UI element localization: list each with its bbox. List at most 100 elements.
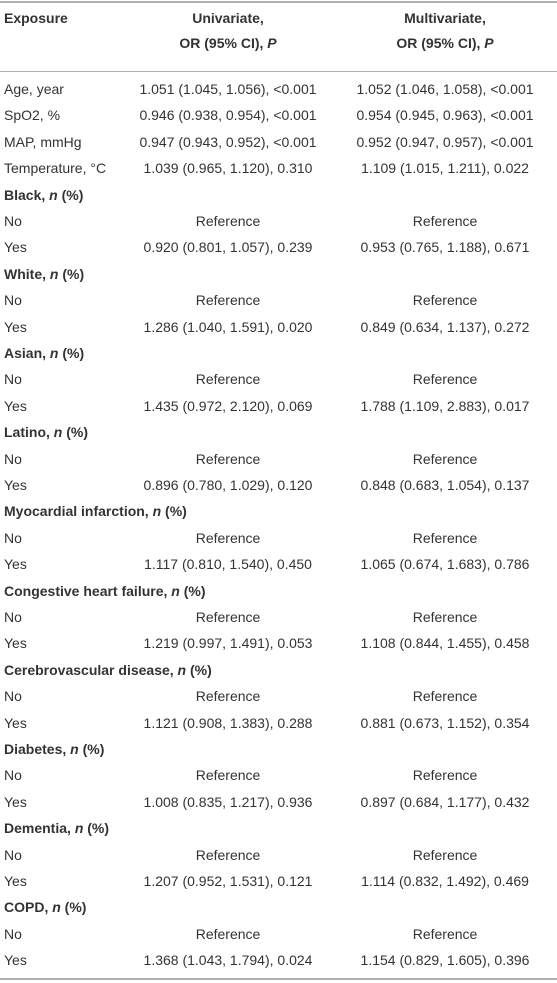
text-part: n [152, 503, 162, 520]
header-line: Exposure [4, 6, 68, 31]
text-part: n [177, 661, 187, 678]
text-part: (%) [78, 741, 105, 757]
text-part: n [49, 186, 58, 203]
text-part: P [267, 35, 277, 51]
value-cell: Reference [195, 609, 261, 625]
value-cell: 1.788 (1.109, 2.883), 0.017 [360, 397, 530, 414]
header-line: Multivariate, [336, 6, 554, 31]
text-part: n [49, 265, 59, 282]
value-cell: 0.947 (0.943, 0.952), <0.001 [139, 133, 317, 150]
text-part: Congestive heart failure, [4, 582, 172, 599]
value-cell: Reference [412, 529, 478, 546]
section-label: Latino, n (%) [4, 419, 88, 445]
text-part: (%) [186, 661, 212, 678]
text-part: n [49, 345, 59, 361]
section-label: Congestive heart failure, n (%) [4, 578, 206, 604]
text-part: n [74, 820, 84, 837]
text-part: Dementia, [4, 820, 75, 837]
header-cell: Univariate, OR (95% CI), P [120, 6, 336, 58]
row-label: Yes [4, 714, 27, 731]
row-label: No [4, 529, 22, 546]
row-label: MAP, mmHg [4, 133, 82, 150]
value-cell: 0.881 (0.673, 1.152), 0.354 [360, 714, 530, 731]
row-label: No [4, 371, 22, 388]
bottom-rule [0, 978, 557, 980]
value-cell: 1.207 (0.952, 1.531), 0.121 [143, 873, 313, 889]
text-part: (%) [161, 503, 187, 520]
value-cell: 1.368 (1.043, 1.794), 0.024 [143, 952, 313, 969]
header-cell: Multivariate, OR (95% CI), P [336, 6, 554, 58]
text-part: n [53, 424, 63, 441]
text-part: OR (95% CI), [179, 35, 268, 51]
row-label: Yes [4, 952, 27, 969]
text-part: Diabetes, [4, 741, 71, 757]
row-label: No [4, 688, 22, 705]
text-part: (%) [57, 186, 84, 203]
value-cell: 1.286 (1.040, 1.591), 0.020 [143, 318, 313, 335]
value-cell: 0.897 (0.684, 1.177), 0.432 [360, 793, 530, 810]
row-label: Yes [4, 556, 27, 573]
row-label: Yes [4, 477, 27, 493]
value-cell: Reference [412, 846, 478, 863]
text-part: White, [4, 265, 50, 282]
section-label: COPD, n (%) [4, 894, 86, 920]
text-part: (%) [58, 345, 85, 361]
text-part: P [484, 35, 494, 51]
text-part: Myocardial infarction, [4, 503, 153, 520]
value-cell: 0.954 (0.945, 0.963), <0.001 [356, 107, 534, 124]
value-cell: 0.896 (0.780, 1.029), 0.120 [143, 477, 313, 493]
header-line: OR (95% CI), P [336, 31, 554, 56]
value-cell: Reference [412, 371, 478, 388]
text-part: (%) [83, 820, 110, 837]
text-part: n [52, 899, 61, 916]
value-cell: 1.121 (0.908, 1.383), 0.288 [143, 714, 313, 731]
section-label: Black, n (%) [4, 182, 83, 208]
value-cell: 1.008 (0.835, 1.217), 0.936 [143, 793, 313, 810]
header-cell: Exposure [4, 6, 68, 58]
value-cell: 0.848 (0.683, 1.054), 0.137 [360, 477, 530, 493]
value-cell: 1.108 (0.844, 1.455), 0.458 [360, 635, 530, 652]
text-part: Black, [4, 186, 50, 203]
value-cell: 1.114 (0.832, 1.492), 0.469 [361, 873, 529, 889]
text-part: Multivariate, [404, 10, 486, 26]
row-label: Yes [4, 635, 27, 652]
value-cell: Reference [195, 371, 261, 388]
value-cell: Reference [412, 213, 478, 229]
text-part: Latino, [4, 424, 54, 441]
value-cell: 0.920 (0.801, 1.057), 0.239 [143, 239, 313, 256]
value-cell: Reference [412, 767, 478, 784]
text-part: Asian, [4, 345, 50, 361]
value-cell: Reference [195, 213, 261, 229]
row-label: No [4, 767, 22, 784]
row-label: SpO2, % [4, 107, 61, 124]
row-label: Yes [4, 873, 27, 889]
top-rule [0, 1, 557, 3]
value-cell: 0.952 (0.947, 0.957), <0.001 [356, 133, 534, 150]
section-label: White, n (%) [4, 261, 84, 287]
value-cell: Reference [412, 292, 478, 309]
header-line: OR (95% CI), P [120, 31, 336, 56]
value-cell: 1.065 (0.674, 1.683), 0.786 [360, 556, 530, 573]
row-label: Temperature, °C [4, 160, 107, 177]
section-label: Dementia, n (%) [4, 815, 109, 841]
text-part: Cerebrovascular disease, [4, 661, 178, 678]
header-rule [0, 71, 557, 72]
header-line: Univariate, [120, 6, 336, 31]
value-cell: 1.052 (1.046, 1.058), <0.001 [356, 81, 534, 97]
row-label: No [4, 450, 22, 467]
row-label: Age, year [4, 81, 64, 97]
value-cell: 1.117 (0.810, 1.540), 0.450 [144, 556, 312, 573]
text-part: Univariate, [192, 10, 264, 26]
text-part: (%) [62, 424, 89, 441]
row-label: Yes [4, 397, 27, 414]
row-label: No [4, 213, 22, 229]
value-cell: 1.039 (0.965, 1.120), 0.310 [143, 160, 313, 177]
text-part: (%) [60, 899, 87, 916]
section-label: Myocardial infarction, n (%) [4, 498, 187, 524]
value-cell: 0.849 (0.634, 1.137), 0.272 [360, 318, 530, 335]
value-cell: Reference [195, 450, 261, 467]
row-label: No [4, 609, 22, 625]
value-cell: 0.946 (0.938, 0.954), <0.001 [139, 107, 317, 124]
row-label: Yes [4, 318, 27, 335]
